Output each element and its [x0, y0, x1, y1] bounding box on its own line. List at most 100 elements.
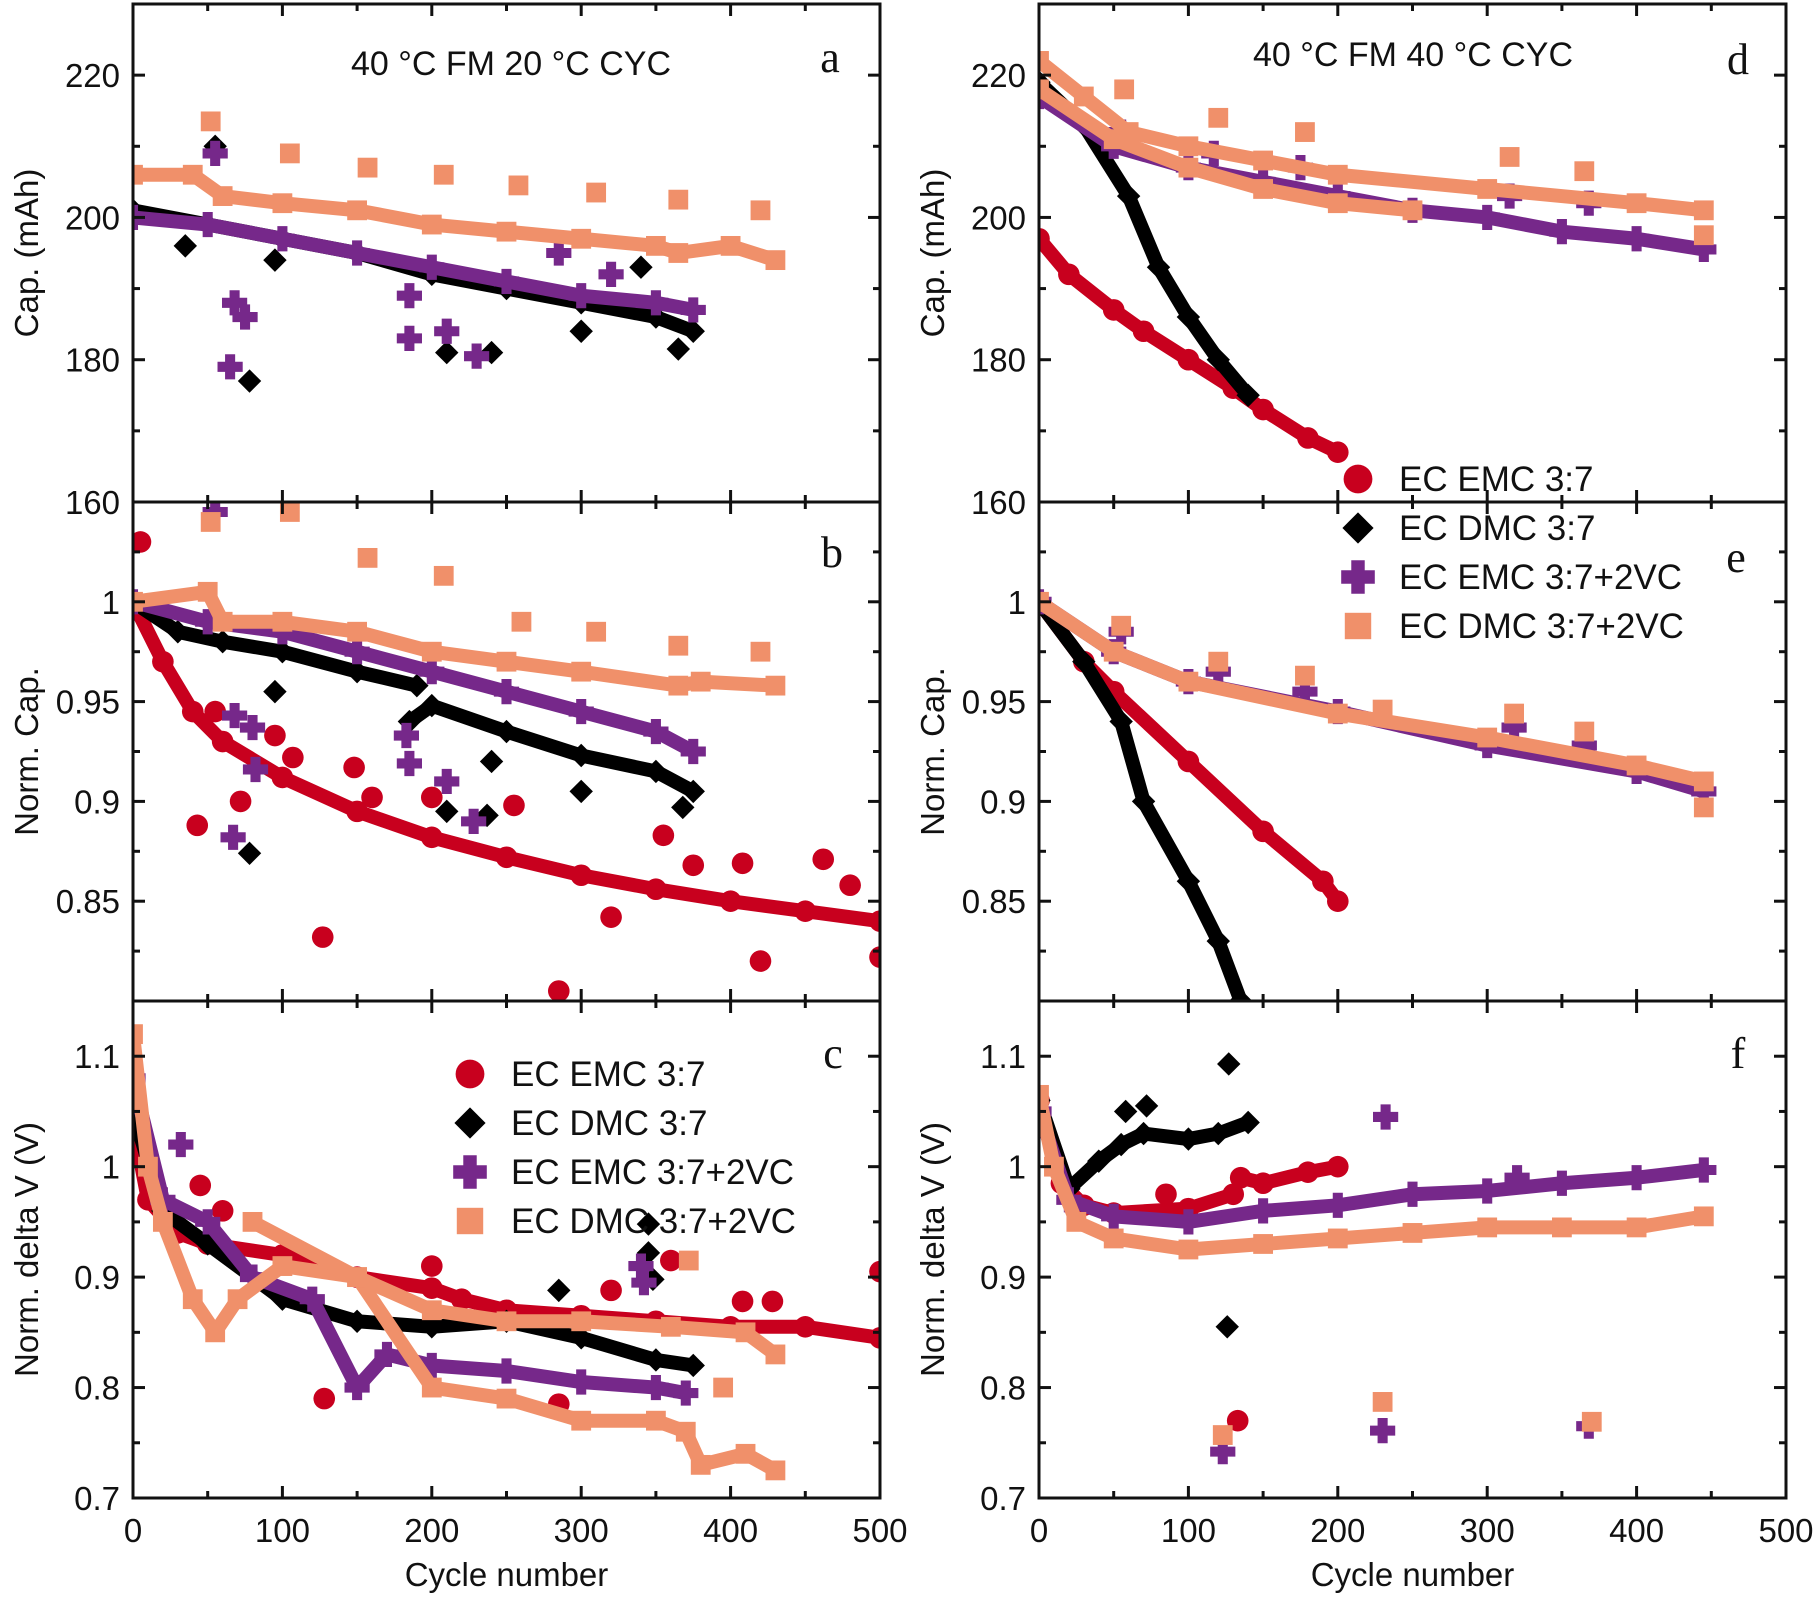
data-point: [643, 290, 669, 316]
data-point: [195, 1209, 221, 1235]
outlier-point: [396, 750, 422, 777]
outlier-point: [1499, 147, 1520, 167]
data-point: [347, 621, 367, 642]
outlier-point: [1295, 122, 1315, 142]
outlier-point: [204, 700, 226, 723]
data-point: [1252, 1172, 1274, 1195]
data-point: [242, 1211, 263, 1232]
data-point: [421, 826, 443, 849]
legend-marker-icon: [455, 1059, 485, 1089]
data-point: [1474, 204, 1500, 231]
legend-item: EC EMC 3:7+2VC: [1341, 558, 1682, 597]
panel-letter: f: [1731, 1029, 1746, 1078]
data-point: [1178, 1239, 1199, 1260]
outlier-point: [237, 369, 262, 393]
panel-letter: b: [821, 528, 843, 577]
legend-item: EC DMC 3:7+2VC: [1344, 607, 1684, 646]
legend-item: EC EMC 3:7+2VC: [453, 1153, 794, 1192]
data-point: [668, 243, 689, 263]
outlier-point: [1370, 1418, 1396, 1444]
outlier-point: [750, 641, 771, 662]
data-point: [1250, 1198, 1276, 1224]
data-point: [1103, 129, 1124, 150]
data-point: [197, 581, 218, 602]
legend-label: EC EMC 3:7: [1399, 460, 1594, 499]
data-point: [1549, 1170, 1575, 1196]
data-point: [344, 240, 370, 266]
data-point: [1222, 1183, 1245, 1206]
data-point: [675, 1421, 696, 1442]
data-point: [1325, 1192, 1351, 1218]
legend: EC EMC 3:7 EC DMC 3:7 EC EMC 3:7+2VC EC DMC…: [1341, 460, 1684, 646]
data-point: [680, 738, 706, 765]
panel-letter: c: [823, 1029, 843, 1078]
data-point: [496, 1311, 517, 1332]
outlier-point: [239, 714, 266, 741]
data-point: [1109, 1132, 1133, 1157]
outlier-point: [435, 799, 459, 824]
data-point: [1253, 1234, 1273, 1254]
x-tick-label: 0: [124, 1512, 142, 1549]
outlier-point: [1372, 699, 1393, 720]
data-point: [794, 1316, 817, 1338]
outlier-point: [546, 240, 572, 266]
outlier-point: [133, 531, 152, 553]
data-point: [1474, 1178, 1500, 1204]
y-tick-label: 1.1: [980, 1038, 1026, 1075]
data-point: [1624, 226, 1650, 252]
data-point: [1624, 1165, 1650, 1191]
outlier-point: [1504, 1165, 1530, 1191]
y-axis-label: Norm. Cap.: [914, 667, 951, 836]
data-point: [345, 659, 369, 684]
data-point: [569, 1326, 593, 1350]
outlier-point: [713, 1377, 734, 1398]
data-point: [450, 1288, 473, 1310]
data-point: [1131, 1121, 1156, 1146]
outlier-point: [1113, 1099, 1138, 1124]
data-point: [495, 846, 518, 869]
series-trace: [133, 594, 424, 693]
data-point: [1327, 193, 1348, 214]
outlier-point: [200, 512, 221, 532]
x-axis-label: Cycle number: [405, 1556, 609, 1593]
y-tick-label: 0.9: [74, 1259, 120, 1296]
y-tick-label: 1: [102, 584, 120, 621]
outlier-point: [598, 261, 624, 287]
outlier-point: [189, 1174, 212, 1197]
outlier-point: [671, 795, 695, 820]
outlier-point: [636, 1212, 661, 1236]
outlier-point: [631, 1270, 657, 1296]
legend-item: EC DMC 3:7: [454, 1104, 707, 1143]
plot-area-b: [133, 502, 880, 1001]
series-trace: [1039, 1087, 1711, 1257]
data-point: [419, 1352, 445, 1379]
data-point: [269, 226, 295, 252]
data-point: [644, 759, 668, 784]
outlier-point: [1217, 1052, 1241, 1076]
data-point: [571, 228, 592, 249]
series-ec-emc-3-7: [1039, 591, 1349, 912]
data-point: [1066, 1211, 1087, 1232]
data-point: [765, 675, 786, 696]
data-point: [1297, 427, 1319, 449]
data-point: [346, 800, 368, 823]
data-point: [1327, 1155, 1349, 1178]
data-point: [1626, 755, 1647, 776]
data-point: [344, 1374, 370, 1401]
x-tick-label: 500: [852, 1512, 907, 1549]
outlier-point: [547, 980, 570, 1001]
data-point: [673, 1380, 699, 1406]
data-point: [1252, 820, 1274, 843]
series-ec-dmc-3-7-2vc: [1039, 591, 1714, 818]
outlier-point: [282, 746, 304, 769]
outlier-point: [731, 1290, 754, 1313]
series-ec-dmc-3-7-2vc: [133, 111, 786, 271]
outlier-point: [263, 679, 287, 704]
data-point: [1477, 1217, 1498, 1238]
outlier-point: [652, 824, 675, 847]
outlier-point: [396, 283, 422, 309]
series-trace: [1039, 82, 1420, 218]
data-point: [735, 1443, 756, 1464]
series-ec-emc-3-7-2vc: [1039, 1098, 1717, 1465]
